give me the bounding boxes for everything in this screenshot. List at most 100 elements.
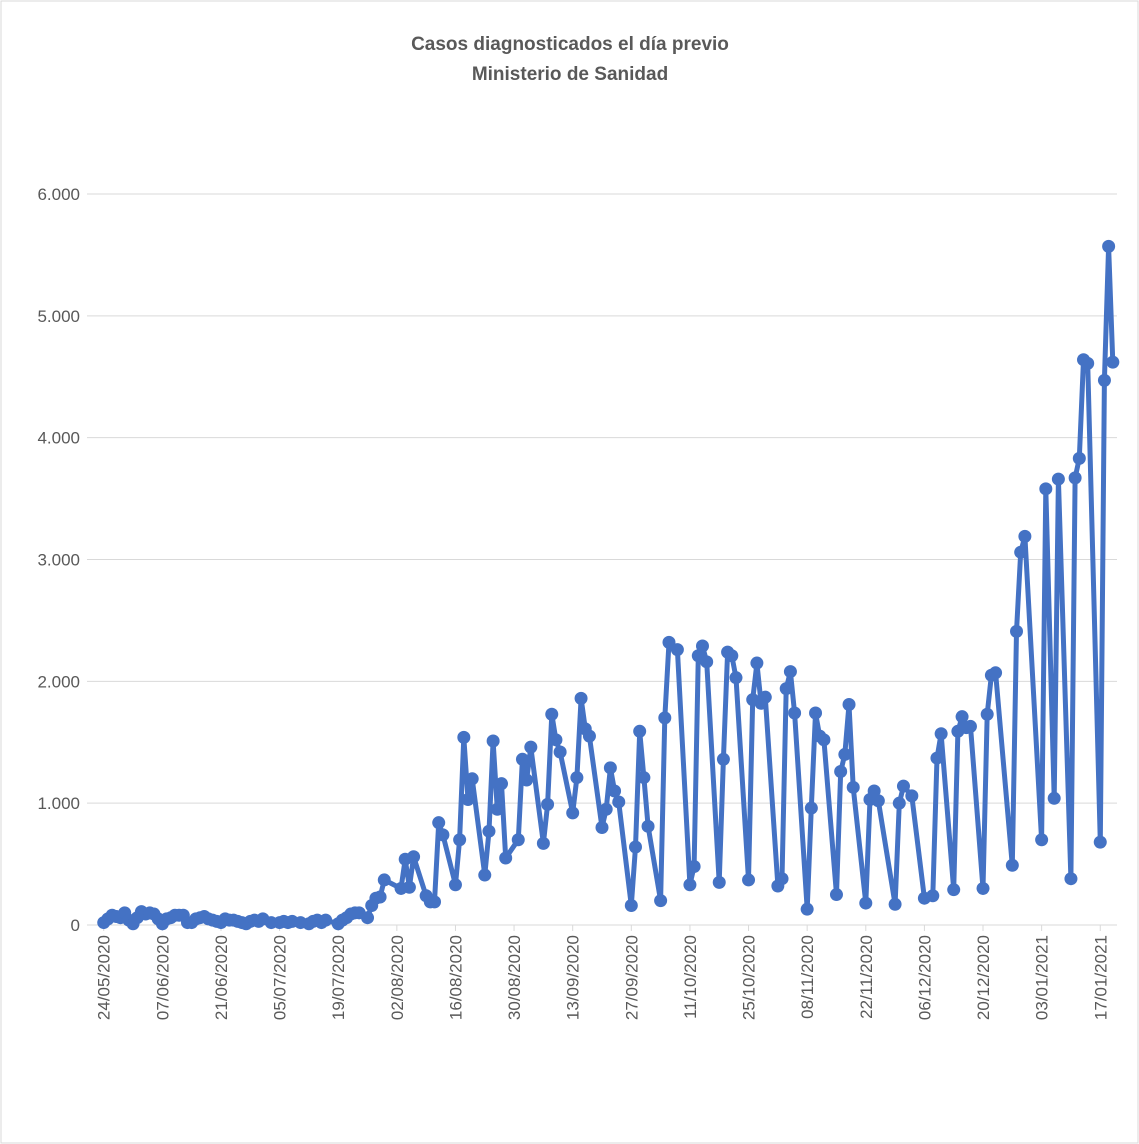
x-tick-label: 03/01/2021 [1033,935,1052,1020]
data-point [1072,451,1086,465]
data-point [536,836,550,850]
data-point [926,889,940,903]
data-point [1097,373,1111,387]
data-point [1047,791,1061,805]
y-tick-label: 4.000 [37,429,80,448]
data-point [867,784,881,798]
x-tick-label: 13/09/2020 [564,935,583,1020]
data-point [670,643,684,657]
data-point [775,872,789,886]
data-point [817,733,831,747]
data-point [453,833,467,847]
x-tick-label: 20/12/2020 [974,935,993,1020]
chart-title: Casos diagnosticados el día previo [411,34,729,55]
data-point [608,784,622,798]
x-tick-label: 11/10/2020 [681,935,700,1019]
data-point [1051,472,1065,486]
data-point [520,773,534,787]
data-point [490,802,504,816]
data-point [465,772,479,786]
data-point [541,797,555,811]
data-point [842,697,856,711]
data-point [478,868,492,882]
x-tick-label: 22/11/2020 [857,935,876,1019]
data-point [545,707,559,721]
data-point [361,911,375,925]
data-point [624,899,638,913]
data-point [700,655,714,669]
x-tick-label: 30/08/2020 [505,935,524,1020]
y-tick-label: 6.000 [37,185,80,204]
data-point [846,780,860,794]
data-point [1068,471,1082,485]
data-point [633,724,647,738]
data-point [432,816,446,830]
data-point [1010,624,1024,638]
data-point [402,880,416,894]
data-point [553,745,567,759]
data-point [1014,545,1028,559]
data-point [804,801,818,815]
data-point [457,730,471,744]
data-point [482,824,496,838]
data-point [859,896,873,910]
data-point [980,707,994,721]
x-tick-label: 25/10/2020 [740,935,759,1020]
y-tick-label: 3.000 [37,551,80,570]
data-point [712,875,726,889]
data-point [319,913,333,927]
y-tick-label: 2.000 [37,672,80,691]
data-point [1106,355,1120,369]
data-point [612,795,626,809]
y-tick-label: 1.000 [37,794,80,813]
data-point [637,771,651,785]
data-point [511,833,525,847]
data-point [566,806,580,820]
data-point [582,729,596,743]
x-tick-label: 17/01/2021 [1091,935,1110,1020]
data-point [1093,835,1107,849]
data-point [1039,482,1053,496]
data-point [888,897,902,911]
data-point [834,764,848,778]
data-point [838,747,852,761]
data-point [662,635,676,649]
data-point [779,682,793,696]
data-point [628,840,642,854]
data-point [695,639,709,653]
data-point [1081,356,1095,370]
x-tick-label: 19/07/2020 [329,935,348,1020]
data-point [742,873,756,887]
data-point [377,873,391,887]
data-point [603,761,617,775]
data-point [800,902,814,916]
data-point [407,850,421,864]
data-point [448,878,462,892]
data-point [829,888,843,902]
data-point [976,881,990,895]
x-tick-label: 16/08/2020 [446,935,465,1020]
x-tick-label: 24/05/2020 [95,935,114,1020]
data-point [896,779,910,793]
data-point [871,794,885,808]
data-point [905,789,919,803]
data-point [595,821,609,835]
data-point [892,796,906,810]
data-point [725,649,739,663]
data-point [788,706,802,720]
data-point [934,727,948,741]
data-point [486,734,500,748]
data-point [783,665,797,679]
data-point [963,719,977,733]
data-point [1102,239,1116,253]
data-point [1005,858,1019,872]
data-point [570,771,584,785]
data-point [930,751,944,765]
data-point [599,802,613,816]
data-point [1064,872,1078,886]
data-point [461,793,475,807]
data-point [809,706,823,720]
data-point [1035,833,1049,847]
